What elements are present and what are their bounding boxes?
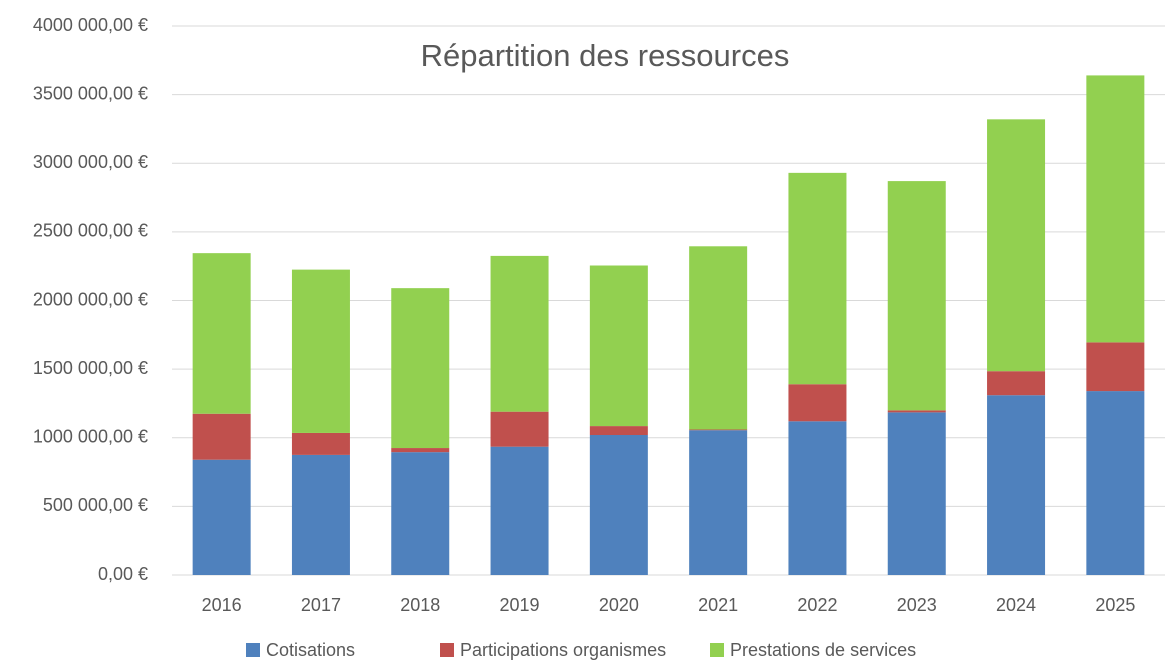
x-tick-label: 2020 bbox=[599, 595, 639, 615]
y-tick-label: 0,00 € bbox=[98, 564, 148, 584]
y-tick-label: 3500 000,00 € bbox=[33, 83, 148, 103]
bar-segment bbox=[589, 426, 648, 436]
bar-segment bbox=[987, 395, 1046, 575]
legend-swatch bbox=[246, 643, 260, 657]
y-tick-label: 2500 000,00 € bbox=[33, 221, 148, 241]
y-tick-label: 1000 000,00 € bbox=[33, 427, 148, 447]
x-tick-label: 2024 bbox=[996, 595, 1036, 615]
bar-segment bbox=[192, 413, 251, 460]
x-tick-label: 2017 bbox=[301, 595, 341, 615]
x-tick-label: 2022 bbox=[797, 595, 837, 615]
y-tick-label: 3000 000,00 € bbox=[33, 152, 148, 172]
bar-segment bbox=[887, 412, 946, 575]
y-tick-label: 500 000,00 € bbox=[43, 495, 148, 515]
bar-segment bbox=[291, 432, 350, 455]
bar-segment bbox=[1086, 75, 1145, 343]
bar-segment bbox=[788, 172, 847, 385]
legend-label: Cotisations bbox=[266, 640, 355, 660]
bar-segment bbox=[391, 288, 450, 449]
x-tick-label: 2023 bbox=[897, 595, 937, 615]
bar-segment bbox=[1086, 342, 1145, 392]
x-tick-label: 2025 bbox=[1095, 595, 1135, 615]
bar-segment bbox=[391, 448, 450, 453]
chart-title: Répartition des ressources bbox=[421, 38, 790, 73]
legend-label: Participations organismes bbox=[460, 640, 666, 660]
x-tick-label: 2019 bbox=[500, 595, 540, 615]
bar-segment bbox=[689, 246, 748, 430]
bar-segment bbox=[689, 430, 748, 575]
legend-label: Prestations de services bbox=[730, 640, 916, 660]
legend-swatch bbox=[440, 643, 454, 657]
bar-segment bbox=[589, 265, 648, 427]
bar-segment bbox=[1086, 391, 1145, 575]
y-tick-label: 1500 000,00 € bbox=[33, 358, 148, 378]
bar-segment bbox=[589, 435, 648, 575]
bar-segment bbox=[987, 119, 1046, 372]
bar-segment bbox=[490, 446, 549, 575]
bar-segment bbox=[887, 410, 946, 413]
bar-segment bbox=[291, 454, 350, 575]
bar-segment bbox=[689, 429, 748, 431]
bar-segment bbox=[391, 452, 450, 575]
y-tick-label: 2000 000,00 € bbox=[33, 289, 148, 309]
bar-segment bbox=[788, 421, 847, 575]
bar-segment bbox=[490, 255, 549, 412]
bar-segment bbox=[887, 181, 946, 411]
bar-segment bbox=[788, 384, 847, 422]
legend-swatch bbox=[710, 643, 724, 657]
y-tick-label: 4000 000,00 € bbox=[33, 15, 148, 35]
bar-segment bbox=[192, 459, 251, 575]
x-tick-label: 2021 bbox=[698, 595, 738, 615]
bar-segment bbox=[987, 371, 1046, 396]
bar-segment bbox=[192, 253, 251, 414]
x-tick-label: 2016 bbox=[202, 595, 242, 615]
bar-segment bbox=[291, 269, 350, 433]
bar-segment bbox=[490, 411, 549, 447]
x-tick-label: 2018 bbox=[400, 595, 440, 615]
